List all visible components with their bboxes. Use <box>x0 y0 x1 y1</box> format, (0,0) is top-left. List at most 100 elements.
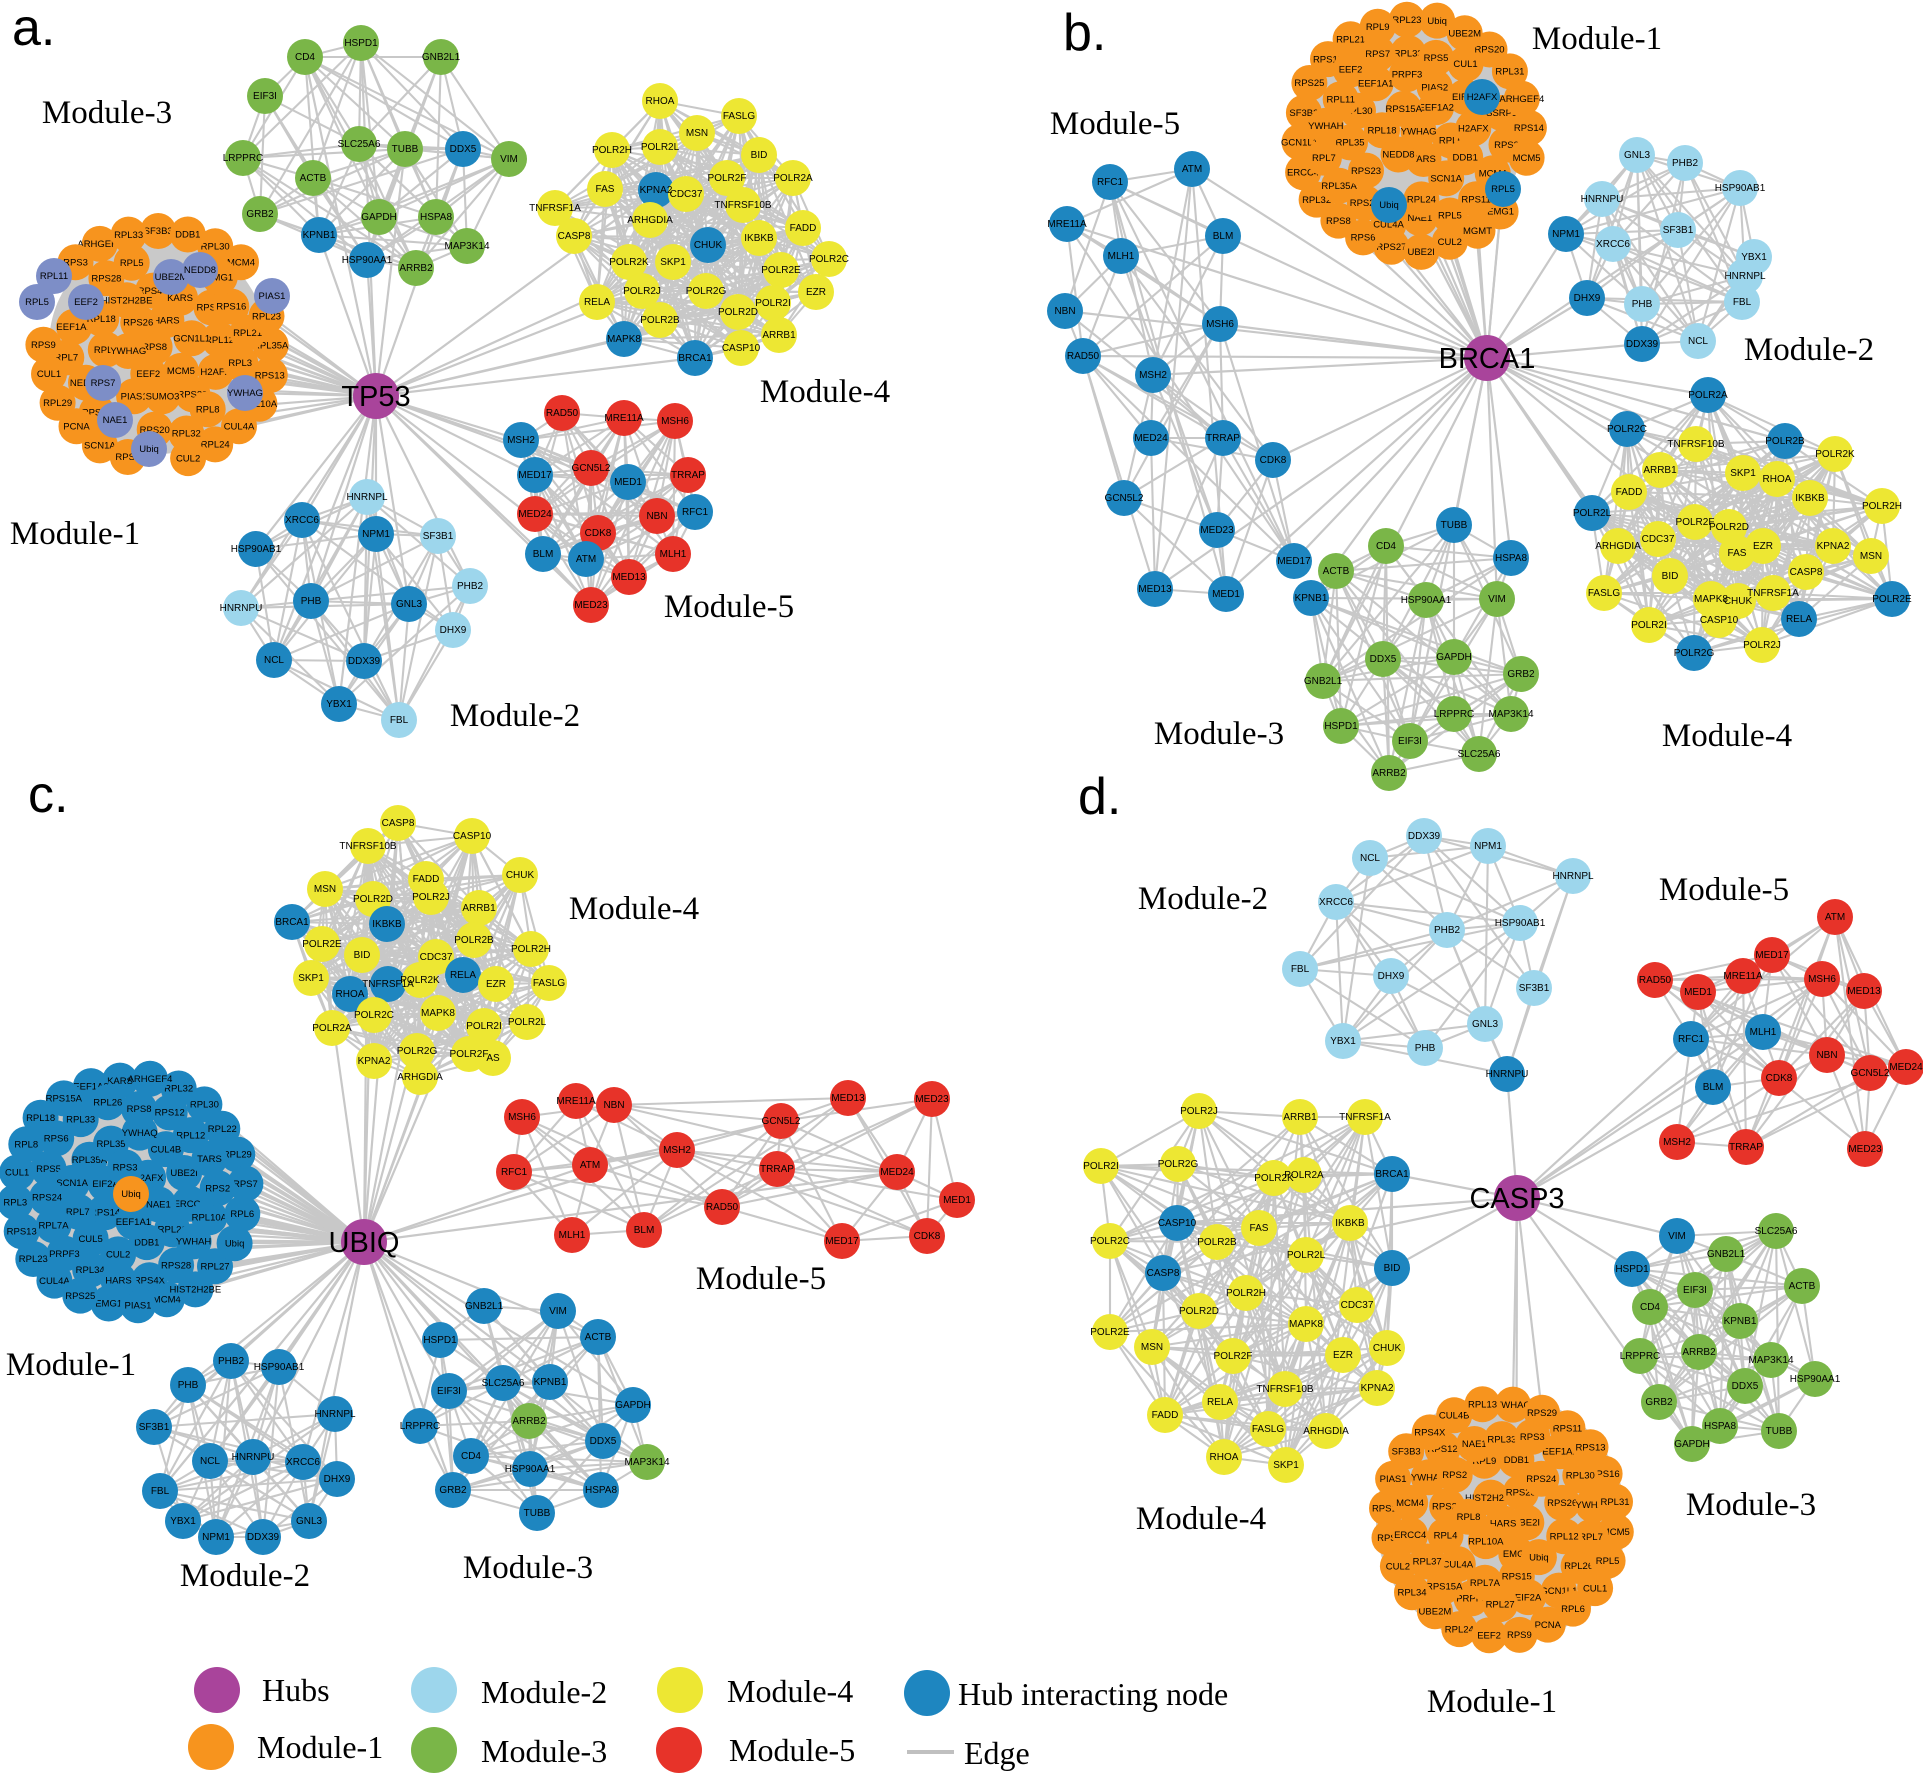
svg-text:POLR2I: POLR2I <box>1631 620 1667 631</box>
svg-text:YBX1: YBX1 <box>1741 252 1767 263</box>
svg-text:MED24: MED24 <box>518 509 552 520</box>
svg-text:Module-3: Module-3 <box>1154 716 1284 752</box>
svg-text:DDB1: DDB1 <box>175 230 200 241</box>
svg-text:RPS23: RPS23 <box>1432 1501 1462 1512</box>
svg-text:RFC1: RFC1 <box>1678 1034 1705 1045</box>
svg-text:MRE11A: MRE11A <box>1723 971 1763 982</box>
svg-text:MED24: MED24 <box>1889 1062 1923 1073</box>
svg-text:RPS15A: RPS15A <box>1385 104 1422 115</box>
svg-text:RPS14: RPS14 <box>1372 1503 1402 1514</box>
svg-text:CDK8: CDK8 <box>1766 1073 1793 1084</box>
svg-text:UBIQ: UBIQ <box>329 1227 400 1259</box>
svg-text:EEF1A2: EEF1A2 <box>1419 102 1454 113</box>
svg-text:GRB2: GRB2 <box>1507 669 1535 680</box>
svg-text:RPL8: RPL8 <box>1457 1512 1481 1523</box>
svg-text:GRB2: GRB2 <box>1645 1397 1673 1408</box>
svg-text:POLR2I: POLR2I <box>1083 1161 1119 1172</box>
svg-text:EMG1: EMG1 <box>1487 207 1514 218</box>
svg-text:RPS7: RPS7 <box>1365 49 1390 60</box>
svg-text:RPS15A: RPS15A <box>46 1094 83 1105</box>
svg-text:Module-5: Module-5 <box>1659 872 1789 908</box>
svg-text:HSP90AB1: HSP90AB1 <box>254 1362 305 1373</box>
svg-text:SKP1: SKP1 <box>1730 468 1756 479</box>
svg-text:RPS4X: RPS4X <box>134 1275 166 1286</box>
svg-text:EIF2A: EIF2A <box>1515 1592 1542 1603</box>
svg-text:RPS15: RPS15 <box>1313 54 1343 65</box>
svg-text:TRRAP: TRRAP <box>760 1164 794 1175</box>
svg-text:RPS4X: RPS4X <box>1414 1428 1446 1439</box>
svg-text:ARRB2: ARRB2 <box>399 263 433 274</box>
svg-text:CHUK: CHUK <box>506 870 535 881</box>
svg-text:RFC1: RFC1 <box>1097 177 1124 188</box>
svg-text:PHB: PHB <box>1415 1043 1436 1054</box>
svg-text:CUL2: CUL2 <box>1438 237 1462 248</box>
svg-text:Ubiq: Ubiq <box>139 444 159 455</box>
svg-text:ARHGEF4: ARHGEF4 <box>77 239 122 250</box>
svg-text:MSN: MSN <box>314 884 336 895</box>
svg-text:FASLG: FASLG <box>723 111 755 122</box>
svg-text:RPL12: RPL12 <box>205 335 234 346</box>
svg-text:HARS: HARS <box>1490 1519 1516 1530</box>
svg-text:CUL1: CUL1 <box>1453 59 1477 70</box>
svg-text:RPL30: RPL30 <box>1566 1471 1595 1482</box>
svg-text:POLR2C: POLR2C <box>354 1010 394 1021</box>
svg-text:PHB2: PHB2 <box>1434 925 1461 936</box>
svg-text:EZR: EZR <box>1333 1350 1353 1361</box>
svg-text:BLM: BLM <box>1213 231 1234 242</box>
svg-text:RHOA: RHOA <box>336 989 365 1000</box>
svg-text:BRCA1: BRCA1 <box>678 353 712 364</box>
svg-text:POLR2D: POLR2D <box>1709 522 1749 533</box>
svg-text:RELA: RELA <box>584 297 610 308</box>
svg-text:CUL2: CUL2 <box>106 1250 130 1261</box>
svg-text:DDB1: DDB1 <box>1453 152 1478 163</box>
svg-text:RHOA: RHOA <box>646 96 675 107</box>
svg-text:MED23: MED23 <box>1848 1144 1882 1155</box>
svg-text:POLR2J: POLR2J <box>623 286 661 297</box>
svg-text:Ubiq: Ubiq <box>1529 1552 1549 1563</box>
svg-text:NCL: NCL <box>264 655 284 666</box>
svg-text:ARHGDIA: ARHGDIA <box>1303 1426 1349 1437</box>
svg-text:EIF3I: EIF3I <box>437 1386 461 1397</box>
svg-text:RPS24: RPS24 <box>1526 1474 1556 1485</box>
svg-text:PRPF3: PRPF3 <box>1392 69 1423 80</box>
svg-text:TNFRSF10B: TNFRSF10B <box>714 200 772 211</box>
svg-text:HSPD1: HSPD1 <box>1615 1264 1649 1275</box>
svg-text:HSPA8: HSPA8 <box>585 1485 617 1496</box>
svg-text:RPL30: RPL30 <box>190 1100 219 1111</box>
svg-text:SLC25A6: SLC25A6 <box>1458 749 1501 760</box>
svg-text:MSH6: MSH6 <box>661 416 689 427</box>
svg-text:MGMT: MGMT <box>1463 226 1492 237</box>
svg-text:SF3B3: SF3B3 <box>1392 1447 1421 1458</box>
svg-text:Module-2: Module-2 <box>1744 332 1874 368</box>
svg-text:MED17: MED17 <box>1277 556 1311 567</box>
svg-text:TRRAP: TRRAP <box>1729 1142 1763 1153</box>
svg-text:HSPD1: HSPD1 <box>1324 721 1358 732</box>
svg-text:RPL6: RPL6 <box>230 1209 254 1220</box>
svg-text:HSPA8: HSPA8 <box>1704 1421 1736 1432</box>
svg-text:SKP1: SKP1 <box>660 257 686 268</box>
svg-text:UBE2M: UBE2M <box>1419 1606 1452 1617</box>
svg-text:CASP8: CASP8 <box>1790 567 1823 578</box>
svg-text:RPL31: RPL31 <box>1600 1497 1629 1508</box>
svg-text:PHB2: PHB2 <box>457 581 484 592</box>
svg-text:ARHGDIA: ARHGDIA <box>397 1072 443 1083</box>
svg-text:NPM1: NPM1 <box>202 1532 230 1543</box>
svg-text:UBE2I: UBE2I <box>1513 1518 1540 1529</box>
svg-text:RPS29: RPS29 <box>1527 1408 1557 1419</box>
svg-text:RPL26: RPL26 <box>93 1098 122 1109</box>
svg-text:ARRB2: ARRB2 <box>512 1416 546 1427</box>
svg-text:CASP8: CASP8 <box>1147 1268 1180 1279</box>
svg-text:CUL4A: CUL4A <box>224 421 255 432</box>
svg-text:CASP10: CASP10 <box>722 343 761 354</box>
svg-text:POLR2G: POLR2G <box>1674 648 1715 659</box>
svg-text:Module-4: Module-4 <box>760 374 890 410</box>
svg-text:SF3B1: SF3B1 <box>139 1422 170 1433</box>
svg-text:RPL18: RPL18 <box>26 1113 55 1124</box>
svg-text:RPS2: RPS2 <box>1442 1470 1467 1481</box>
svg-text:GNL3: GNL3 <box>1472 1019 1499 1030</box>
svg-text:TNFRSF1A: TNFRSF1A <box>362 979 414 990</box>
svg-text:CUL2: CUL2 <box>1386 1561 1410 1572</box>
svg-text:TP53: TP53 <box>341 381 410 413</box>
svg-text:H2AFX: H2AFX <box>1458 123 1489 134</box>
svg-text:CUL1: CUL1 <box>1583 1583 1607 1594</box>
